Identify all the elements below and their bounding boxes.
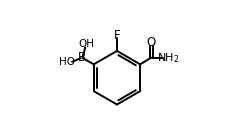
Text: B: B [78, 51, 86, 64]
Text: OH: OH [78, 39, 94, 49]
Text: HO: HO [59, 57, 75, 67]
Text: NH$_2$: NH$_2$ [157, 51, 180, 64]
Text: O: O [146, 36, 156, 49]
Text: F: F [114, 29, 120, 42]
